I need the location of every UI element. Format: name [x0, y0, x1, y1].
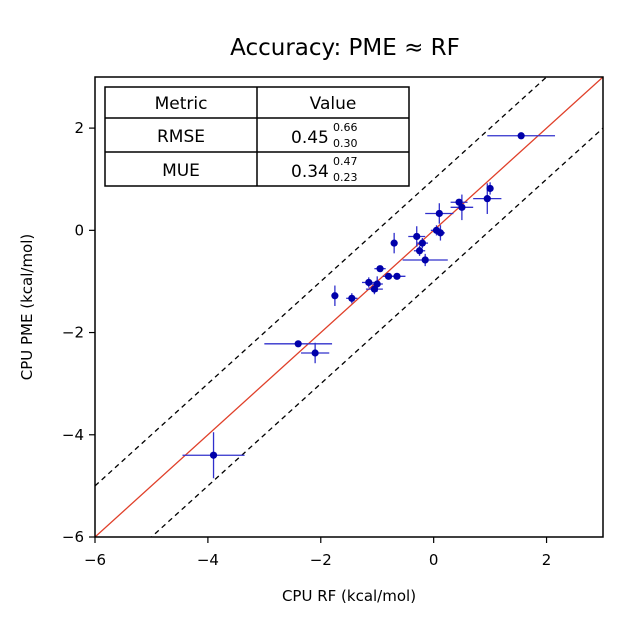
table-cell-lower-mue: 0.23: [333, 171, 358, 184]
data-point: [390, 239, 398, 247]
x-tick-label: −2: [310, 551, 332, 569]
data-points: [182, 132, 556, 479]
table-cell-metric-mue: MUE: [162, 161, 200, 181]
y-tick-label: −4: [62, 426, 84, 444]
table-cell-upper-rmse: 0.66: [333, 121, 358, 134]
x-axis-label: CPU RF (kcal/mol): [282, 587, 416, 605]
table-cell-value-mue: 0.34: [291, 162, 329, 182]
data-point: [373, 280, 381, 288]
y-tick-label: −6: [62, 528, 84, 546]
y-tick-label: 2: [74, 119, 84, 137]
data-point: [421, 256, 429, 264]
table-cell-lower-rmse: 0.30: [333, 137, 358, 150]
table-cell-value-rmse: 0.45: [291, 128, 329, 148]
data-point: [348, 294, 356, 302]
data-point: [311, 349, 319, 357]
table-cell-upper-mue: 0.47: [333, 155, 358, 168]
metrics-table: Metric Value RMSE 0.45 0.66 0.30 MUE 0.3…: [104, 86, 410, 187]
data-point: [376, 265, 384, 273]
data-point: [483, 195, 491, 203]
data-point: [384, 272, 393, 280]
table-cell-metric-rmse: RMSE: [157, 127, 205, 147]
x-tick-label: 0: [429, 551, 439, 569]
data-point: [209, 451, 218, 459]
data-point: [436, 229, 445, 237]
x-tick-label: −4: [197, 551, 219, 569]
reference-lines: [95, 77, 603, 537]
data-point: [393, 272, 401, 280]
chart-title: Accuracy: PME ≈ RF: [230, 35, 460, 61]
data-point: [435, 209, 443, 218]
data-point: [331, 292, 339, 300]
data-point: [365, 278, 373, 287]
data-point: [413, 232, 421, 241]
tolerance-band-line: [150, 127, 603, 537]
y-tick-label: −2: [62, 324, 84, 342]
data-point: [415, 247, 424, 255]
data-point: [486, 184, 494, 193]
data-point: [517, 132, 525, 140]
data-point: [458, 203, 466, 211]
data-point: [294, 340, 302, 348]
table-header-metric: Metric: [155, 94, 208, 114]
tolerance-band-line: [95, 77, 548, 487]
plot-layer: [95, 77, 603, 537]
plot-frame: [94, 76, 604, 538]
identity-line: [95, 77, 603, 537]
x-tick-label: −6: [84, 551, 106, 569]
tick-layer: −6 −4 −2 0 2 −6 −4 −2 0 2: [62, 119, 551, 569]
y-axis-label: CPU PME (kcal/mol): [18, 234, 36, 381]
x-tick-label: 2: [542, 551, 552, 569]
data-point: [418, 239, 426, 247]
table-header-value: Value: [310, 94, 357, 114]
y-tick-label: 0: [74, 221, 84, 239]
